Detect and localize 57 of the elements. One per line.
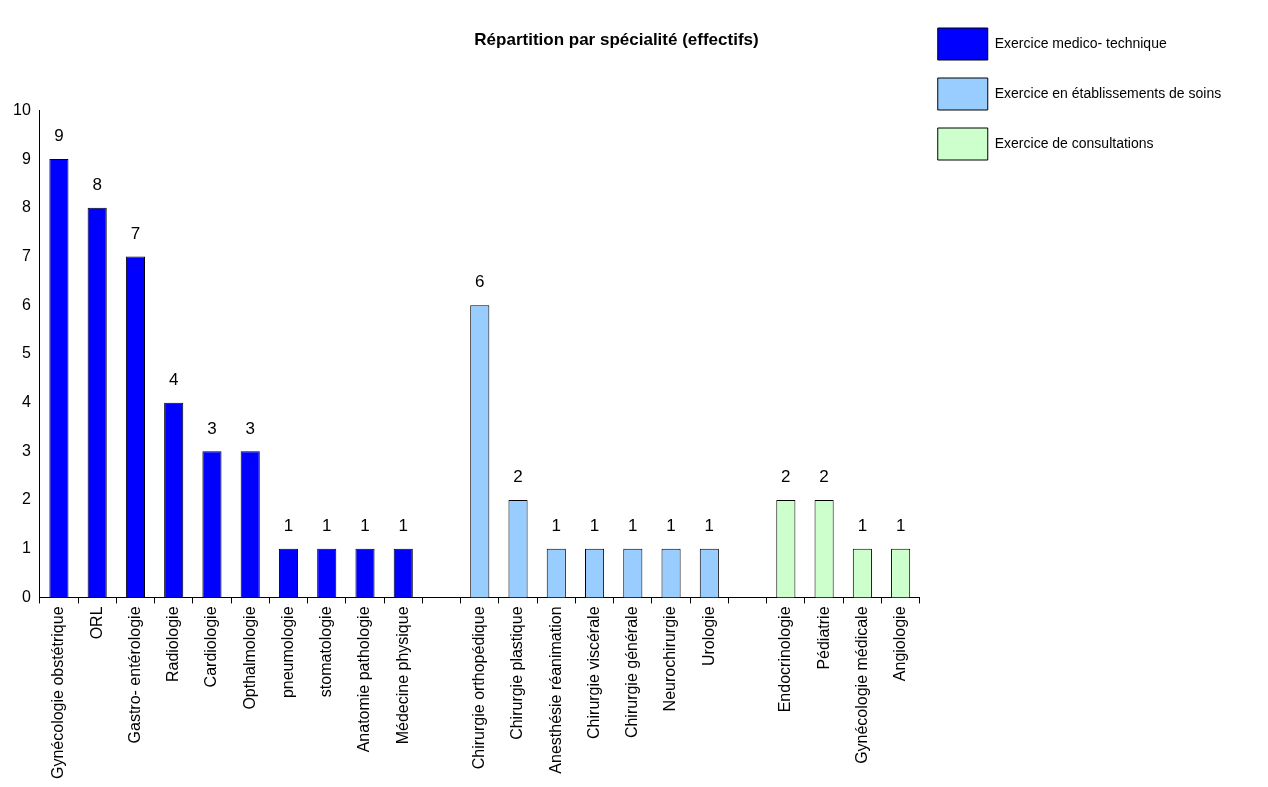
data-label: 2 [513,467,523,487]
x-tick-label: stomatologie [317,606,335,698]
x-tick-label: Radiologie [164,606,182,683]
data-label: 3 [245,418,255,438]
y-tick-label: 9 [21,149,31,167]
x-tick-label: Cardiologie [202,606,220,688]
x-tick-label: Pédiatrie [814,606,832,670]
y-tick-label: 8 [21,198,31,216]
x-tick-label: Urologie [699,606,717,667]
data-label: 1 [283,515,294,535]
y-tick-label: 4 [21,393,31,411]
data-label: 2 [781,467,791,487]
x-tick-label: Chirurgie orthopédique [470,606,488,770]
x-tick-label: ORL [87,606,105,640]
x-tick-label: Gastro- entérologie [125,606,143,744]
data-label: 9 [54,126,64,146]
x-tick-label: Gynécologie obstétrique [49,606,67,780]
data-label: 1 [895,515,906,535]
y-tick-label: 0 [21,587,31,605]
data-label: 1 [398,515,408,535]
x-tick-label: pneumologie [278,606,296,699]
y-tick-label: 1 [21,539,31,557]
data-label: 1 [628,515,638,535]
y-tick-label: 10 [13,100,31,118]
y-tick-label: 5 [21,344,31,362]
x-tick-label: Endocrinologie [776,606,794,713]
data-label: 2 [819,467,829,487]
x-tick-label: Angiologie [891,606,909,682]
y-tick-label: 3 [21,441,31,459]
legend-label: Exercice de consultations [994,134,1154,151]
data-label: 1 [666,515,676,535]
data-label: 3 [207,418,217,438]
data-label: 7 [130,223,141,243]
legend-label: Exercice en établissements de soins [994,84,1222,101]
data-label: 1 [704,515,715,535]
x-tick-label: Anatomie pathologie [355,606,373,753]
x-tick-label: Médecine physique [393,606,411,745]
data-label: 8 [92,175,102,194]
x-tick-label: Opthalmologie [240,606,258,710]
x-tick-label: Neurochirurgie [661,606,679,712]
data-label: 4 [168,369,179,389]
legend-label: Exercice medico- technique [994,34,1167,51]
x-tick-label: Anesthésie réanimation [546,606,564,774]
data-label: 1 [360,515,370,535]
x-tick-label: Chirurgie viscérale [584,606,602,739]
x-tick-label: Chirurgie générale [623,606,641,739]
x-tick-label: Gynécologie médicale [852,606,870,764]
data-label: 6 [475,272,485,292]
x-tick-label: Chirurgie plastique [508,606,526,740]
y-tick-label: 6 [21,295,31,313]
data-label: 1 [857,515,868,535]
y-tick-label: 7 [21,246,31,264]
chart-title: Répartition par spécialité (effectifs) [474,29,759,49]
data-label: 1 [589,515,600,535]
y-tick-label: 2 [21,490,31,508]
data-label: 1 [322,515,332,535]
data-label: 1 [551,515,562,535]
